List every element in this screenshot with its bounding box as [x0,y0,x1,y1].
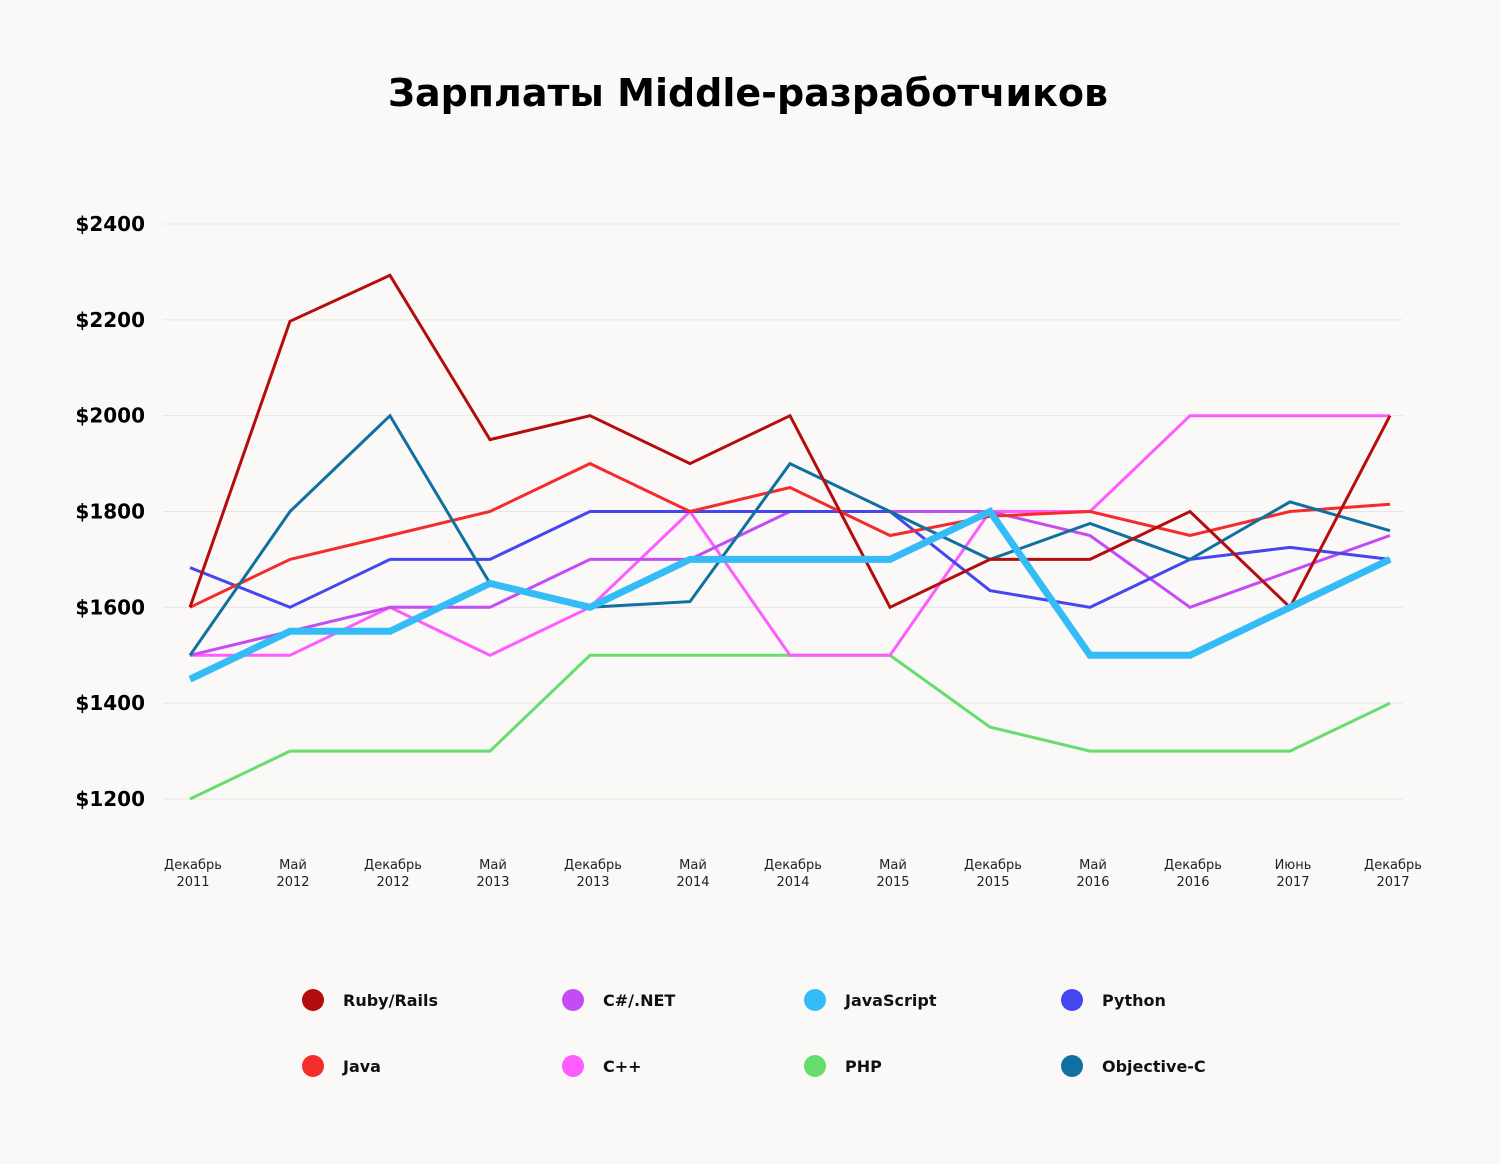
x-tick-label: Май 2012 [276,858,309,890]
series-line-c [190,414,1390,657]
x-tick-label-line1: Май [879,858,907,873]
y-tick-label: $2400 [75,212,145,236]
legend-label: Objective-C [1102,1057,1206,1076]
x-tick-label-line2: 2015 [976,875,1009,890]
series-line-java [189,461,1391,609]
x-tick-label-line2: 2016 [1176,875,1209,890]
legend-item-python: Python [1061,989,1166,1011]
grid [163,223,1403,800]
legend-swatch [562,989,584,1011]
x-tick-label-line1: Декабрь [1364,858,1422,873]
legend-swatch [302,1055,324,1077]
series-lines [188,273,1392,801]
x-tick-label: Декабрь 2012 [364,858,422,890]
y-tick-label: $1600 [75,595,145,619]
series-line-objective-c [188,413,1391,657]
x-tick-label-line1: Май [679,858,707,873]
y-tick-label: $2000 [75,404,145,428]
legend-label: Ruby/Rails [343,991,438,1010]
x-tick-label-line1: Май [479,858,507,873]
x-tick-label: Декабрь 2011 [164,858,222,890]
series-line-php [189,653,1391,801]
y-tick-label: $1200 [75,787,145,811]
x-tick-label-line1: Декабрь [764,858,822,873]
legend-item-c-net: C#/.NET [562,989,675,1011]
x-tick-label: Май 2014 [676,858,709,890]
legend: Ruby/Rails C#/.NET JavaScript Python Java C++… [302,989,1206,1077]
y-tick-label: $1800 [75,500,145,524]
x-tick-label: Декабрь 2015 [964,858,1022,890]
legend-label: Java [342,1057,381,1076]
x-tick-label-line1: Май [279,858,307,873]
chart-title: Зарплаты Middle-разработчиков [388,71,1108,115]
x-axis: Декабрь2011Май2012Декабрь2012Май2013Дека… [164,858,1422,890]
x-tick-label: Декабрь 2014 [764,858,822,890]
y-tick-label: $1400 [75,691,145,715]
legend-swatch [804,989,826,1011]
x-tick-label: Май 2015 [876,858,909,890]
x-tick-label-line2: 2017 [1376,875,1409,890]
legend-item-ruby-rails: Ruby/Rails [302,989,438,1011]
y-tick-label: $2200 [75,308,145,332]
y-axis: $2400 $2200 $2000 $1800 $1600 $1400 $1200 [75,212,145,811]
legend-label: PHP [845,1057,882,1076]
x-tick-label: Декабрь 2013 [564,858,622,890]
x-tick-label-line2: 2016 [1076,875,1109,890]
x-tick-label-line1: Декабрь [364,858,422,873]
legend-label: JavaScript [844,991,937,1010]
legend-swatch [1061,989,1083,1011]
legend-label: Python [1102,991,1166,1010]
x-tick-label-line2: 2012 [376,875,409,890]
x-tick-label-line1: Май [1079,858,1107,873]
x-tick-label-line1: Декабрь [1164,858,1222,873]
x-tick-label-line2: 2013 [476,875,509,890]
x-tick-label-line2: 2015 [876,875,909,890]
x-tick-label-line2: 2014 [676,875,709,890]
series-line-javascript [188,507,1392,683]
legend-swatch [562,1055,584,1077]
legend-item-objective-c: Objective-C [1061,1055,1206,1077]
legend-swatch [302,989,324,1011]
legend-item-java: Java [302,1055,381,1077]
x-tick-label: Декабрь 2016 [1164,858,1222,890]
x-tick-label-line2: 2014 [776,875,809,890]
legend-label: C#/.NET [603,991,675,1010]
x-tick-label-line1: Декабрь [164,858,222,873]
x-tick-label-line2: 2012 [276,875,309,890]
x-tick-label-line2: 2017 [1276,875,1309,890]
legend-item-c: C++ [562,1055,642,1077]
legend-label: C++ [603,1057,642,1076]
x-tick-label-line1: Декабрь [964,858,1022,873]
legend-swatch [804,1055,826,1077]
x-tick-label: Июнь 2017 [1275,858,1312,890]
x-tick-label-line1: Июнь [1275,858,1312,873]
x-tick-label-line2: 2013 [576,875,609,890]
series-line-ruby-rails [188,273,1392,610]
x-tick-label-line2: 2011 [176,875,209,890]
x-tick-label-line1: Декабрь [564,858,622,873]
x-tick-label: Май 2013 [476,858,509,890]
legend-item-javascript: JavaScript [804,989,937,1011]
x-tick-label: Декабрь 2017 [1364,858,1422,890]
x-tick-label: Май 2016 [1076,858,1109,890]
legend-item-php: PHP [804,1055,882,1077]
legend-swatch [1061,1055,1083,1077]
